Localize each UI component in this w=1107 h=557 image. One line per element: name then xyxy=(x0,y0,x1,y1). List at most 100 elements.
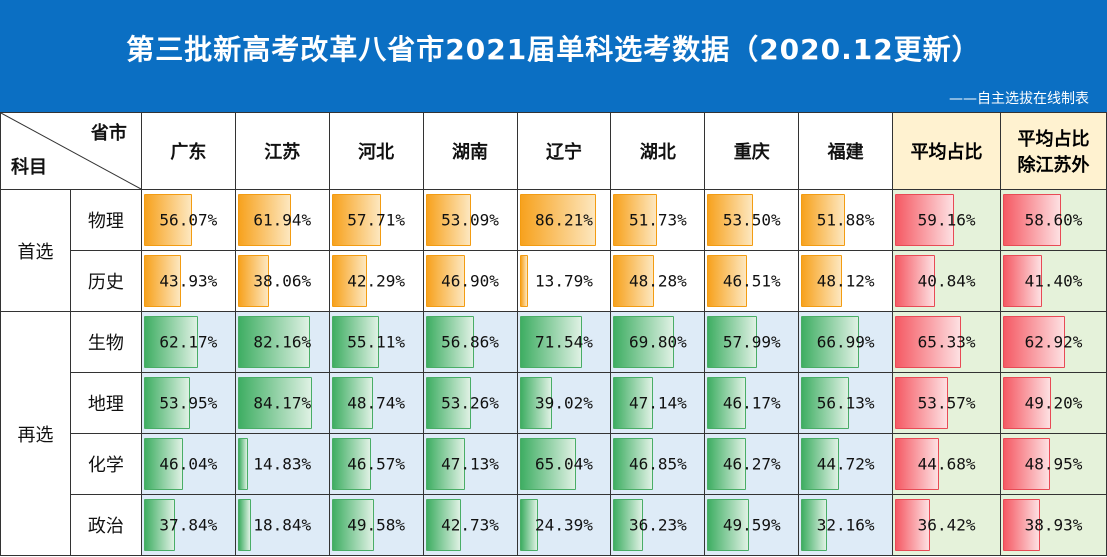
corner-diagonal xyxy=(1,113,141,189)
value-cell: 84.17% xyxy=(234,372,330,434)
data-bar xyxy=(801,316,860,368)
credit-line: ——自主选拔在线制表 xyxy=(949,91,1089,107)
value-label: 48.95% xyxy=(1024,454,1083,474)
value-cell: 61.94% xyxy=(234,189,330,251)
value-label: 62.92% xyxy=(1024,332,1083,352)
value-cell: 58.60% xyxy=(1000,189,1107,251)
table-row: 政治 37.84% 18.84% 49.58% 42.73% 24.39% 36.23% 49… xyxy=(1,494,1107,556)
value-label: 18.84% xyxy=(253,515,312,535)
table-row: 地理 53.95% 84.17% 48.74% 53.26% 39.02% 47.14% 46… xyxy=(1,372,1107,434)
data-bar xyxy=(519,255,529,307)
data-bar xyxy=(1003,499,1040,551)
value-cell: 48.74% xyxy=(328,372,424,434)
value-label: 41.40% xyxy=(1024,271,1083,291)
data-bar xyxy=(425,499,462,551)
value-cell: 86.21% xyxy=(516,189,612,251)
data-table: 省市 科目 广东 江苏 河北 湖南 辽宁 湖北 重庆 福建 平均占比 平均占比 除江苏外 首选 物理 5… xyxy=(0,112,1107,556)
value-label: 61.94% xyxy=(253,210,312,230)
value-cell: 36.42% xyxy=(892,494,1002,556)
value-label: 49.59% xyxy=(722,515,781,535)
column-header: 重庆 xyxy=(704,112,800,190)
value-cell: 48.28% xyxy=(610,250,706,312)
data-bar xyxy=(801,377,850,429)
subject-label: 物理 xyxy=(69,189,142,251)
value-cell: 53.09% xyxy=(422,189,518,251)
value-label: 48.28% xyxy=(628,271,687,291)
column-header: 湖南 xyxy=(422,112,518,190)
data-bar xyxy=(425,194,471,246)
value-cell: 57.71% xyxy=(328,189,424,251)
value-label: 13.79% xyxy=(535,271,593,291)
data-bar xyxy=(895,255,935,307)
value-label: 46.51% xyxy=(722,271,781,291)
value-cell: 65.04% xyxy=(516,433,612,495)
value-label: 57.99% xyxy=(722,332,781,352)
value-label: 46.27% xyxy=(722,454,781,474)
value-cell: 46.57% xyxy=(328,433,424,495)
value-cell: 13.79% xyxy=(516,250,612,312)
value-label: 51.73% xyxy=(628,210,687,230)
value-cell: 53.26% xyxy=(422,372,518,434)
value-cell: 56.86% xyxy=(422,311,518,373)
value-cell: 48.12% xyxy=(798,250,894,312)
data-bar xyxy=(331,316,379,368)
value-cell: 48.95% xyxy=(1000,433,1107,495)
value-label: 46.57% xyxy=(347,454,406,474)
value-label: 86.21% xyxy=(535,210,593,230)
value-cell: 32.16% xyxy=(798,494,894,556)
data-bar xyxy=(1003,255,1043,307)
value-cell: 18.84% xyxy=(234,494,330,556)
value-cell: 53.95% xyxy=(140,372,236,434)
data-bar xyxy=(237,194,292,246)
value-label: 24.39% xyxy=(535,515,593,535)
value-label: 14.83% xyxy=(253,454,312,474)
value-label: 44.72% xyxy=(816,454,875,474)
value-cell: 82.16% xyxy=(234,311,330,373)
column-header: 福建 xyxy=(798,112,894,190)
column-header: 河北 xyxy=(328,112,424,190)
value-label: 38.06% xyxy=(253,271,312,291)
data-bar xyxy=(519,194,596,246)
data-bar xyxy=(425,316,475,368)
value-cell: 24.39% xyxy=(516,494,612,556)
value-cell: 55.11% xyxy=(328,311,424,373)
value-label: 53.26% xyxy=(441,393,499,413)
corner-bottom-label: 科目 xyxy=(11,157,47,178)
value-label: 55.11% xyxy=(347,332,406,352)
value-cell: 51.73% xyxy=(610,189,706,251)
value-label: 39.02% xyxy=(535,393,593,413)
value-label: 36.23% xyxy=(628,515,687,535)
value-label: 56.07% xyxy=(159,210,218,230)
data-bar xyxy=(237,438,248,490)
group-label: 首选 xyxy=(0,189,71,312)
value-label: 38.93% xyxy=(1024,515,1083,535)
value-cell: 47.13% xyxy=(422,433,518,495)
value-cell: 46.90% xyxy=(422,250,518,312)
data-bar xyxy=(143,377,190,429)
data-bar xyxy=(801,499,828,551)
value-cell: 59.16% xyxy=(892,189,1002,251)
data-bar xyxy=(895,438,939,490)
data-bar xyxy=(519,316,582,368)
value-label: 53.50% xyxy=(722,210,781,230)
value-label: 58.60% xyxy=(1024,210,1083,230)
column-header: 辽宁 xyxy=(516,112,612,190)
data-bar xyxy=(1003,438,1051,490)
value-label: 53.57% xyxy=(917,393,976,413)
column-header: 平均占比 xyxy=(892,112,1002,190)
data-bar xyxy=(425,377,472,429)
value-cell: 56.13% xyxy=(798,372,894,434)
value-label: 46.90% xyxy=(441,271,499,291)
value-label: 84.17% xyxy=(253,393,312,413)
value-label: 48.74% xyxy=(347,393,406,413)
data-bar xyxy=(237,377,312,429)
value-cell: 14.83% xyxy=(234,433,330,495)
value-cell: 49.59% xyxy=(704,494,800,556)
data-bar xyxy=(707,377,747,429)
data-bar xyxy=(895,194,955,246)
subject-label: 生物 xyxy=(69,311,142,373)
table-row: 再选 生物 62.17% 82.16% 55.11% 56.86% 71.54% 69.80%… xyxy=(0,311,1107,556)
value-label: 47.14% xyxy=(628,393,687,413)
data-bar xyxy=(707,316,758,368)
value-cell: 42.73% xyxy=(422,494,518,556)
